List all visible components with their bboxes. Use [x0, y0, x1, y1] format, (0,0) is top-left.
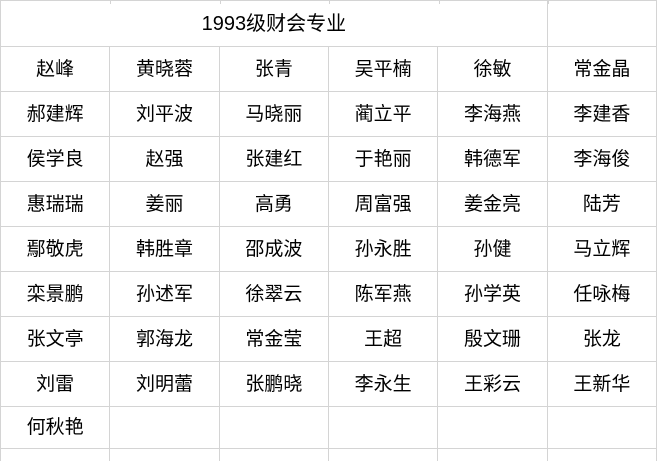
- table-cell[interactable]: 何秋艳: [1, 407, 111, 448]
- table-cell[interactable]: 李海燕: [438, 92, 548, 136]
- table-title-row: 1993级财会专业: [1, 1, 657, 47]
- table-cell[interactable]: 韩胜章: [110, 227, 220, 271]
- table-cell[interactable]: 赵强: [110, 137, 220, 181]
- gridline-tick: [110, 1, 111, 4]
- table-cell[interactable]: 王超: [329, 317, 439, 361]
- table-cell[interactable]: 李建香: [548, 92, 657, 136]
- table-cell[interactable]: 李永生: [329, 362, 439, 406]
- table-cell[interactable]: 李海俊: [548, 137, 657, 181]
- table-cell[interactable]: 鄢敬虎: [1, 227, 111, 271]
- table-cell[interactable]: 韩德军: [438, 137, 548, 181]
- table-row: 惠瑞瑞 姜丽 高勇 周富强 姜金亮 陆芳: [1, 182, 657, 227]
- table-cell[interactable]: 刘明蕾: [110, 362, 220, 406]
- table-cell[interactable]: 常金莹: [220, 317, 329, 361]
- table-cell[interactable]: 邵成波: [220, 227, 329, 271]
- table-row: 何秋艳: [1, 407, 657, 449]
- table-cell[interactable]: 马晓丽: [220, 92, 329, 136]
- table-cell[interactable]: 侯学良: [1, 137, 111, 181]
- table-row: 侯学良 赵强 张建红 于艳丽 韩德军 李海俊: [1, 137, 657, 182]
- gridline-tick: [548, 1, 549, 4]
- table-cell[interactable]: [220, 407, 329, 448]
- table-cell[interactable]: 张文亭: [1, 317, 111, 361]
- table-cell[interactable]: [329, 407, 439, 448]
- gridline-tick: [329, 1, 330, 4]
- table-cell[interactable]: 王新华: [548, 362, 657, 406]
- table-cell-empty[interactable]: [438, 449, 548, 461]
- table-cell-empty[interactable]: [220, 449, 329, 461]
- table-row: 鄢敬虎 韩胜章 邵成波 孙永胜 孙健 马立辉: [1, 227, 657, 272]
- table-cell[interactable]: [548, 407, 657, 448]
- table-cell[interactable]: 刘雷: [1, 362, 111, 406]
- table-cell[interactable]: 黄晓蓉: [110, 47, 220, 91]
- table-row: 郝建辉 刘平波 马晓丽 蔺立平 李海燕 李建香: [1, 92, 657, 137]
- table-cell-empty[interactable]: [548, 449, 657, 461]
- table-cell[interactable]: 赵峰: [1, 47, 111, 91]
- table-cell[interactable]: 孙学英: [438, 272, 548, 316]
- table-cell[interactable]: 常金晶: [548, 47, 657, 91]
- table-cell[interactable]: 王彩云: [438, 362, 548, 406]
- table-cell[interactable]: 殷文珊: [438, 317, 548, 361]
- table-row: 刘雷 刘明蕾 张鹏晓 李永生 王彩云 王新华: [1, 362, 657, 407]
- table-cell[interactable]: 于艳丽: [329, 137, 439, 181]
- table-row: 张文亭 郭海龙 常金莹 王超 殷文珊 张龙: [1, 317, 657, 362]
- table-cell[interactable]: 刘平波: [110, 92, 220, 136]
- table-cell[interactable]: 徐翠云: [220, 272, 329, 316]
- table-cell[interactable]: 徐敏: [438, 47, 548, 91]
- table-cell[interactable]: 孙永胜: [329, 227, 439, 271]
- table-cell[interactable]: 张龙: [548, 317, 657, 361]
- table-cell-empty[interactable]: [548, 1, 657, 46]
- table-cell[interactable]: 孙健: [438, 227, 548, 271]
- table-cell[interactable]: 陈军燕: [329, 272, 439, 316]
- table-cell[interactable]: 张青: [220, 47, 329, 91]
- table-cell-empty[interactable]: [110, 449, 220, 461]
- table-row: 赵峰 黄晓蓉 张青 吴平楠 徐敏 常金晶: [1, 47, 657, 92]
- table-cell[interactable]: 张鹏晓: [220, 362, 329, 406]
- table-cell[interactable]: 吴平楠: [329, 47, 439, 91]
- table-cell[interactable]: 周富强: [329, 182, 439, 226]
- table-cell-empty[interactable]: [329, 449, 439, 461]
- table-cell[interactable]: 高勇: [220, 182, 329, 226]
- table-cell[interactable]: 姜丽: [110, 182, 220, 226]
- table-cell-empty[interactable]: [1, 449, 111, 461]
- table-cell[interactable]: [110, 407, 220, 448]
- table-cell[interactable]: 马立辉: [548, 227, 657, 271]
- table-cell[interactable]: 栾景鹏: [1, 272, 111, 316]
- table-cell[interactable]: 惠瑞瑞: [1, 182, 111, 226]
- table-cell[interactable]: 姜金亮: [438, 182, 548, 226]
- table-cell[interactable]: 蔺立平: [329, 92, 439, 136]
- table-row: 栾景鹏 孙述军 徐翠云 陈军燕 孙学英 任咏梅: [1, 272, 657, 317]
- table-cell[interactable]: 郭海龙: [110, 317, 220, 361]
- table-cell[interactable]: 张建红: [220, 137, 329, 181]
- gridline-tick: [220, 1, 221, 4]
- table-cell[interactable]: 孙述军: [110, 272, 220, 316]
- table-cell[interactable]: 任咏梅: [548, 272, 657, 316]
- table-title-cell[interactable]: 1993级财会专业: [1, 1, 548, 46]
- gridline-tick: [439, 1, 440, 4]
- table-body: 赵峰 黄晓蓉 张青 吴平楠 徐敏 常金晶 郝建辉 刘平波 马晓丽 蔺立平 李海燕 李建香 侯学良 赵强 张建…: [1, 47, 657, 449]
- table-cell[interactable]: [438, 407, 548, 448]
- table-partial-row: [1, 449, 657, 461]
- table-cell[interactable]: 郝建辉: [1, 92, 111, 136]
- table-cell[interactable]: 陆芳: [548, 182, 657, 226]
